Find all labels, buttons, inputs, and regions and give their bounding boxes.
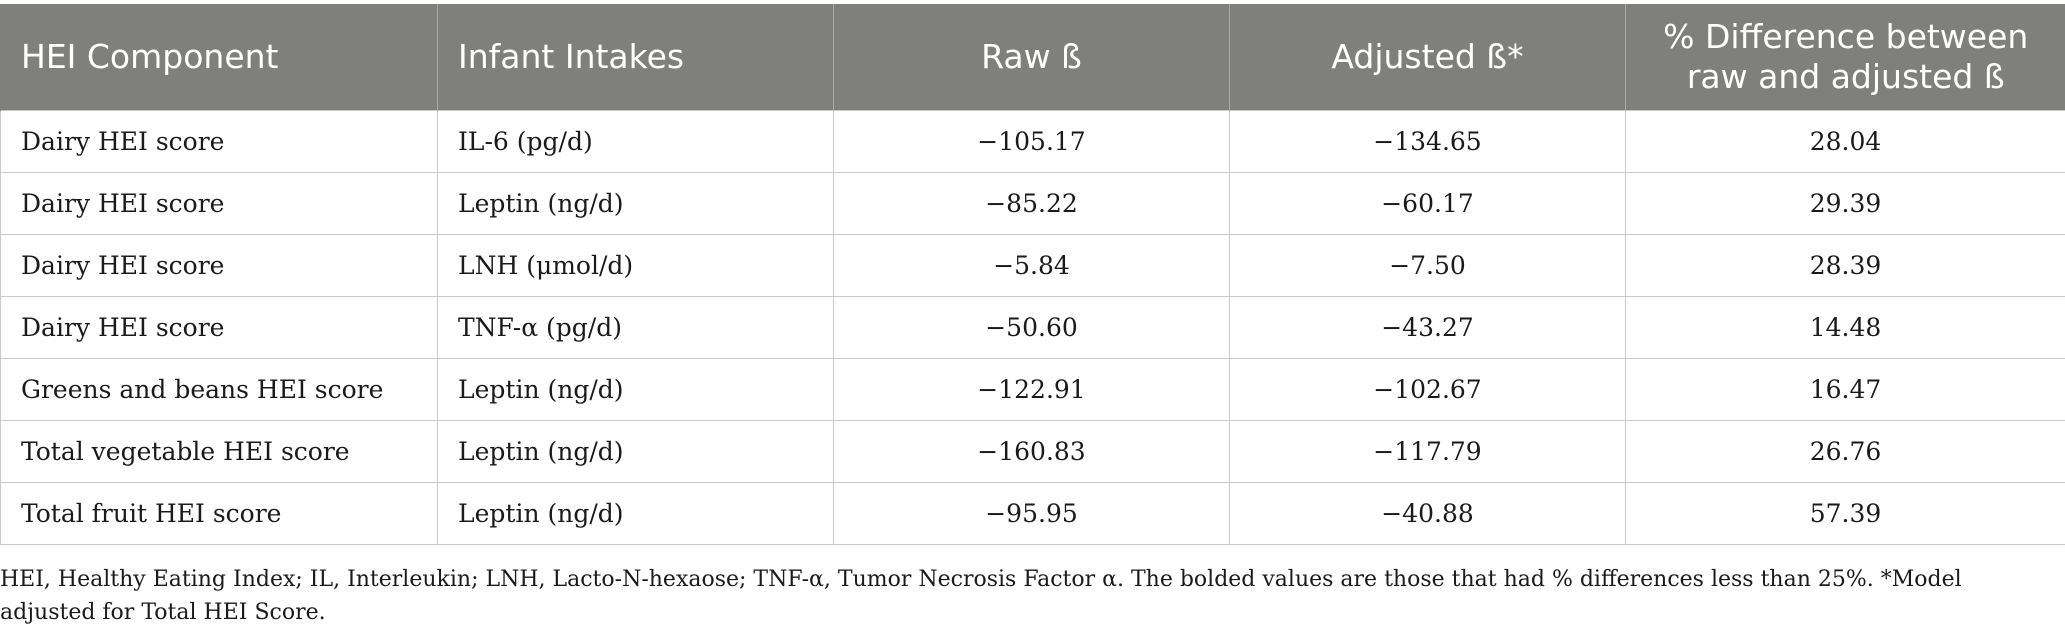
- cell-raw-beta: −85.22: [833, 171, 1230, 235]
- cell-percent-difference: 29.39: [1625, 171, 2065, 235]
- cell-hei-component: Greens and beans HEI score: [0, 357, 438, 421]
- cell-adjusted-beta: −134.65: [1229, 109, 1626, 173]
- cell-percent-difference: 16.47: [1625, 357, 2065, 421]
- table-row: Greens and beans HEI score Leptin (ng/d)…: [0, 357, 2065, 421]
- results-table-container: HEI Component Infant Intakes Raw ß Adjus…: [0, 4, 2065, 545]
- table-row: Total vegetable HEI score Leptin (ng/d) …: [0, 419, 2065, 483]
- cell-infant-intake: Leptin (ng/d): [437, 481, 834, 545]
- header-percent-difference: % Difference between raw and adjusted ß: [1625, 4, 2065, 110]
- table-header-row: HEI Component Infant Intakes Raw ß Adjus…: [0, 4, 2065, 110]
- cell-raw-beta: −5.84: [833, 233, 1230, 297]
- header-adjusted-beta: Adjusted ß*: [1229, 4, 1626, 110]
- cell-hei-component: Dairy HEI score: [0, 233, 438, 297]
- cell-raw-beta: −50.60: [833, 295, 1230, 359]
- cell-percent-difference: 57.39: [1625, 481, 2065, 545]
- cell-adjusted-beta: −43.27: [1229, 295, 1626, 359]
- cell-adjusted-beta: −40.88: [1229, 481, 1626, 545]
- cell-hei-component: Dairy HEI score: [0, 109, 438, 173]
- table-row: Dairy HEI score TNF-α (pg/d) −50.60 −43.…: [0, 295, 2065, 359]
- cell-raw-beta: −95.95: [833, 481, 1230, 545]
- cell-hei-component: Total vegetable HEI score: [0, 419, 438, 483]
- table-row: Dairy HEI score LNH (μmol/d) −5.84 −7.50…: [0, 233, 2065, 297]
- cell-infant-intake: LNH (μmol/d): [437, 233, 834, 297]
- results-table: HEI Component Infant Intakes Raw ß Adjus…: [0, 4, 2065, 545]
- cell-adjusted-beta: −7.50: [1229, 233, 1626, 297]
- header-hei-component: HEI Component: [0, 4, 438, 110]
- cell-adjusted-beta: −102.67: [1229, 357, 1626, 421]
- cell-raw-beta: −160.83: [833, 419, 1230, 483]
- header-infant-intakes: Infant Intakes: [437, 4, 834, 110]
- table-row: Dairy HEI score IL-6 (pg/d) −105.17 −134…: [0, 109, 2065, 173]
- cell-percent-difference: 26.76: [1625, 419, 2065, 483]
- cell-adjusted-beta: −60.17: [1229, 171, 1626, 235]
- cell-infant-intake: IL-6 (pg/d): [437, 109, 834, 173]
- cell-hei-component: Dairy HEI score: [0, 171, 438, 235]
- cell-hei-component: Total fruit HEI score: [0, 481, 438, 545]
- cell-infant-intake: Leptin (ng/d): [437, 171, 834, 235]
- cell-infant-intake: Leptin (ng/d): [437, 419, 834, 483]
- cell-hei-component: Dairy HEI score: [0, 295, 438, 359]
- cell-infant-intake: Leptin (ng/d): [437, 357, 834, 421]
- table-footnote: HEI, Healthy Eating Index; IL, Interleuk…: [0, 567, 1962, 625]
- cell-percent-difference: 28.04: [1625, 109, 2065, 173]
- cell-raw-beta: −122.91: [833, 357, 1230, 421]
- table-row: Dairy HEI score Leptin (ng/d) −85.22 −60…: [0, 171, 2065, 235]
- table-row: Total fruit HEI score Leptin (ng/d) −95.…: [0, 481, 2065, 545]
- header-raw-beta: Raw ß: [833, 4, 1230, 110]
- cell-raw-beta: −105.17: [833, 109, 1230, 173]
- cell-percent-difference: 28.39: [1625, 233, 2065, 297]
- cell-percent-difference: 14.48: [1625, 295, 2065, 359]
- cell-adjusted-beta: −117.79: [1229, 419, 1626, 483]
- cell-infant-intake: TNF-α (pg/d): [437, 295, 834, 359]
